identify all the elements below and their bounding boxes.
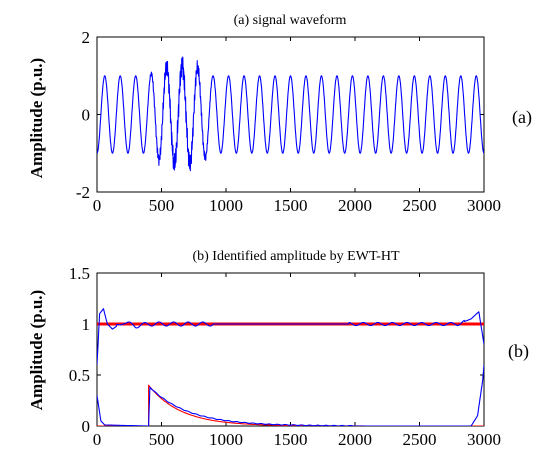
panel-b-x-tick-label: 2000 [338, 430, 372, 449]
panel-b-x-tick-label: 1500 [274, 430, 308, 449]
panel-a-title: (a) signal waveform [234, 13, 347, 28]
panel-a: (a) signal waveform Amplitude (p.u.) (a)… [27, 13, 532, 215]
panel-b-x-tick-label: 1000 [209, 430, 243, 449]
panel-a-x-tick-label: 2000 [338, 196, 372, 215]
panel-a-y-tick-label: 2 [82, 28, 91, 47]
panel-b-y-tick-label: 0.5 [69, 366, 90, 385]
panel-b-y-tick-label: 0 [82, 417, 91, 436]
panel-a-x-tick-label: 3000 [467, 196, 501, 215]
panel-b-x-tick-label: 0 [93, 430, 102, 449]
panel-a-x-tick-label: 1000 [209, 196, 243, 215]
panel-b-plot: 0 500 1000 1500 2000 2500 3000 0 0.5 1 1.5 [69, 264, 501, 449]
panel-b-ylabel: Amplitude (p.u.) [27, 290, 46, 410]
panel-b-x-tick-label: 500 [149, 430, 175, 449]
panel-b-series-group [97, 308, 484, 426]
panel-a-plot: 0 500 1000 1500 2000 2500 3000-202 [76, 28, 501, 215]
panel-b-side-label: (b) [508, 341, 529, 362]
panel-b-ylabel-group: Amplitude (p.u.) [27, 290, 46, 410]
panel-a-x-tick-label: 0 [93, 196, 102, 215]
panel-b-title: (b) Identified amplitude by EWT-HT [192, 249, 400, 264]
panel-b-axes-frame [96, 272, 485, 427]
panel-b-series-line [97, 364, 484, 426]
panel-a-series-group [97, 56, 484, 172]
panel-a-series-line [97, 56, 484, 172]
panel-b-y-tick-label: 1.5 [69, 264, 90, 283]
panel-b-x-tick-label: 2500 [403, 430, 437, 449]
panel-a-ylabel-group: Amplitude (p.u.) [27, 58, 46, 178]
panel-a-y-tick-label: -2 [76, 183, 90, 202]
panel-b-series-line [97, 308, 484, 365]
panel-b-x-tick-label: 3000 [467, 430, 501, 449]
panel-a-x-tick-label: 500 [149, 196, 175, 215]
panel-b: (b) Identified amplitude by EWT-HT Ampli… [27, 249, 529, 449]
panel-a-y-tick-label: 0 [82, 106, 91, 125]
panel-a-ylabel: Amplitude (p.u.) [27, 58, 46, 178]
panel-a-x-tick-label: 1500 [274, 196, 308, 215]
panel-b-y-tick-label: 1 [82, 315, 91, 334]
panel-a-side-label: (a) [512, 107, 532, 128]
panel-a-x-tick-label: 2500 [403, 196, 437, 215]
